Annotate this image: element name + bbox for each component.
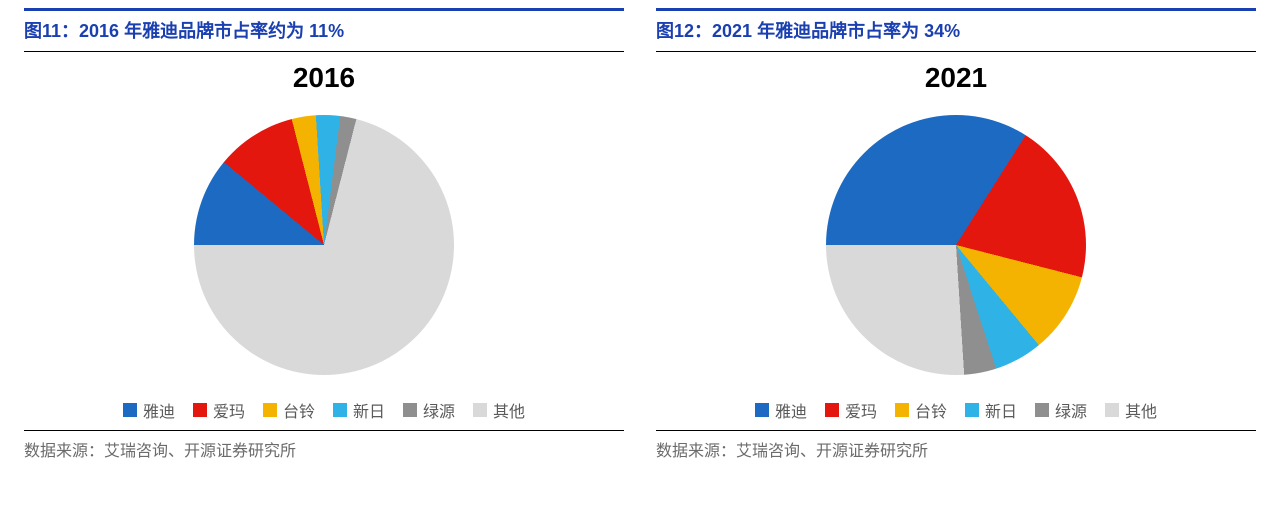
separator-bottom-right: [656, 430, 1256, 431]
separator-top-right: [656, 51, 1256, 52]
header-rule-right: [656, 8, 1256, 11]
pie-wrap-right: [826, 98, 1086, 392]
legend-swatch: [965, 403, 979, 417]
legend-item: 新日: [965, 398, 1017, 422]
legend-label: 雅迪: [143, 398, 175, 422]
source-left: 数据来源：艾瑞咨询、开源证券研究所: [24, 437, 624, 461]
figure-pair: 图11：2016 年雅迪品牌市占率约为 11% 2016 雅迪 爱玛 台铃 新日 绿源 其…: [0, 0, 1280, 526]
legend-swatch: [895, 403, 909, 417]
figure-title-right: 图12：2021 年雅迪品牌市占率为 34%: [656, 17, 1256, 43]
pie-wrap-left: [194, 98, 454, 392]
legend-item: 雅迪: [123, 398, 175, 422]
legend-swatch: [755, 403, 769, 417]
legend-item: 台铃: [895, 398, 947, 422]
header-rule-left: [24, 8, 624, 11]
panel-right: 图12：2021 年雅迪品牌市占率为 34% 2021 雅迪 爱玛 台铃 新日 绿源 其他…: [640, 0, 1280, 526]
legend-label: 绿源: [1055, 398, 1087, 422]
legend-item: 其他: [1105, 398, 1157, 422]
pie-chart-left: [194, 115, 454, 375]
legend-right: 雅迪 爱玛 台铃 新日 绿源 其他: [755, 398, 1157, 422]
legend-item: 台铃: [263, 398, 315, 422]
legend-item: 其他: [473, 398, 525, 422]
legend-item: 绿源: [1035, 398, 1087, 422]
chart-title-left: 2016: [293, 62, 355, 94]
legend-swatch: [333, 403, 347, 417]
figure-title-left: 图11：2016 年雅迪品牌市占率约为 11%: [24, 17, 624, 43]
legend-swatch: [825, 403, 839, 417]
pie-chart-right: [826, 115, 1086, 375]
legend-item: 爱玛: [825, 398, 877, 422]
source-right: 数据来源：艾瑞咨询、开源证券研究所: [656, 437, 1256, 461]
panel-left: 图11：2016 年雅迪品牌市占率约为 11% 2016 雅迪 爱玛 台铃 新日 绿源 其…: [0, 0, 640, 526]
legend-label: 台铃: [283, 398, 315, 422]
legend-item: 绿源: [403, 398, 455, 422]
legend-label: 雅迪: [775, 398, 807, 422]
legend-label: 其他: [493, 398, 525, 422]
legend-label: 新日: [353, 398, 385, 422]
legend-swatch: [193, 403, 207, 417]
legend-item: 雅迪: [755, 398, 807, 422]
chart-area-left: 2016 雅迪 爱玛 台铃 新日 绿源 其他: [24, 62, 624, 422]
legend-label: 新日: [985, 398, 1017, 422]
legend-swatch: [473, 403, 487, 417]
legend-left: 雅迪 爱玛 台铃 新日 绿源 其他: [123, 398, 525, 422]
legend-item: 爱玛: [193, 398, 245, 422]
legend-swatch: [263, 403, 277, 417]
legend-label: 绿源: [423, 398, 455, 422]
chart-title-right: 2021: [925, 62, 987, 94]
separator-bottom-left: [24, 430, 624, 431]
legend-swatch: [403, 403, 417, 417]
legend-label: 其他: [1125, 398, 1157, 422]
legend-item: 新日: [333, 398, 385, 422]
legend-label: 爱玛: [845, 398, 877, 422]
legend-label: 爱玛: [213, 398, 245, 422]
legend-swatch: [123, 403, 137, 417]
legend-label: 台铃: [915, 398, 947, 422]
separator-top-left: [24, 51, 624, 52]
chart-area-right: 2021 雅迪 爱玛 台铃 新日 绿源 其他: [656, 62, 1256, 422]
legend-swatch: [1105, 403, 1119, 417]
legend-swatch: [1035, 403, 1049, 417]
